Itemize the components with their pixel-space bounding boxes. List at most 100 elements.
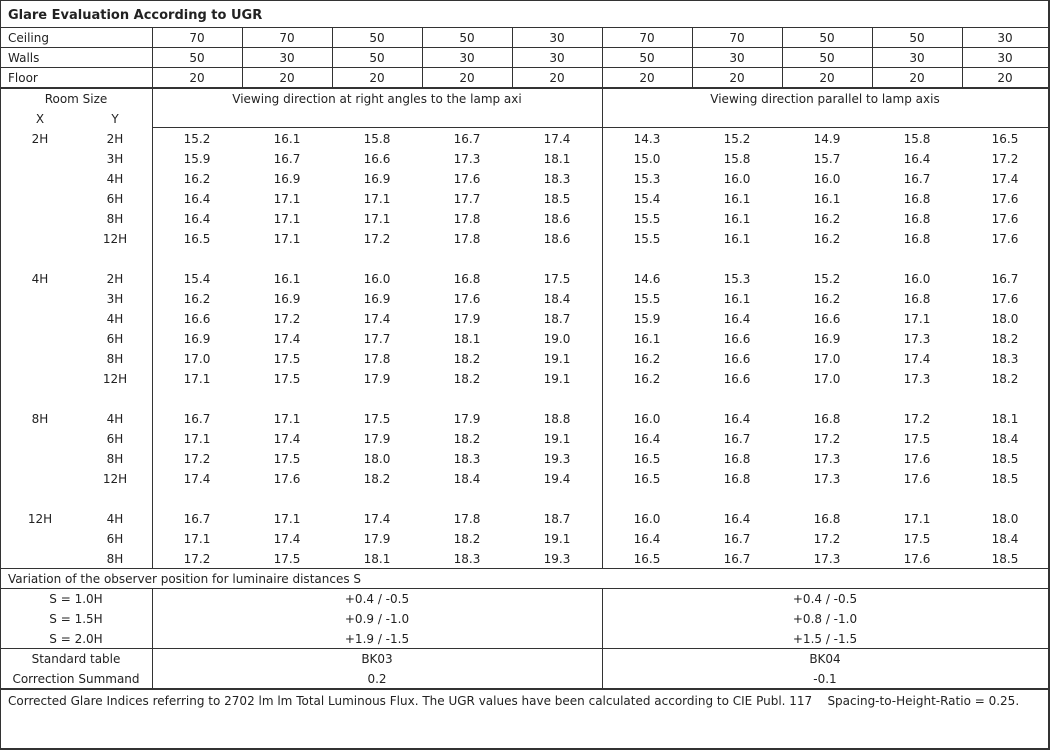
ugr-value: 16.0 [903, 272, 931, 286]
table-title: Glare Evaluation According to UGR [8, 8, 263, 23]
ugr-value: 16.0 [363, 272, 391, 286]
variation-value: +1.9 / -1.5 [344, 632, 410, 646]
ugr-value: 17.4 [273, 332, 301, 346]
ugr-value: 16.7 [723, 552, 751, 566]
ugr-value: 16.2 [183, 172, 211, 186]
ugr-value: 17.4 [273, 532, 301, 546]
ugr-value: 17.1 [363, 212, 391, 226]
ugr-value: 16.6 [363, 152, 391, 166]
room-x: 8H [31, 412, 49, 426]
ugr-value: 17.3 [813, 452, 841, 466]
room-y: 3H [106, 152, 124, 166]
correction-value: -0.1 [813, 672, 837, 686]
rule [0, 568, 1050, 569]
ugr-value: 17.3 [813, 472, 841, 486]
ugr-value: 16.9 [363, 172, 391, 186]
room-y: 4H [106, 412, 124, 426]
ugr-value: 17.2 [903, 412, 931, 426]
ugr-value: 15.0 [633, 152, 661, 166]
ugr-value: 14.3 [633, 132, 661, 146]
ugr-value: 17.1 [273, 192, 301, 206]
ugr-value: 17.6 [903, 452, 931, 466]
ugr-value: 16.4 [183, 212, 211, 226]
reflectance-value: 70 [639, 31, 655, 45]
room-y: 6H [106, 192, 124, 206]
ugr-value: 18.2 [453, 532, 481, 546]
ugr-value: 17.9 [363, 432, 391, 446]
ugr-value: 15.8 [903, 132, 931, 146]
ugr-value: 17.1 [903, 312, 931, 326]
reflectance-value: 20 [189, 71, 205, 85]
ugr-value: 16.2 [813, 212, 841, 226]
ugr-value: 18.3 [543, 172, 571, 186]
ugr-value: 16.4 [633, 532, 661, 546]
ugr-value: 16.4 [633, 432, 661, 446]
room-y: 2H [106, 272, 124, 286]
ugr-value: 17.6 [991, 192, 1019, 206]
ugr-value: 18.5 [543, 192, 571, 206]
ugr-value: 18.5 [991, 552, 1019, 566]
ugr-value: 15.8 [363, 132, 391, 146]
variation-value: +1.5 / -1.5 [792, 632, 858, 646]
ugr-value: 17.6 [903, 552, 931, 566]
ugr-value: 17.6 [453, 172, 481, 186]
ugr-value: 19.1 [543, 432, 571, 446]
x-header: X [35, 112, 45, 126]
ugr-value: 18.2 [453, 432, 481, 446]
ugr-value: 15.5 [633, 212, 661, 226]
room-y: 3H [106, 292, 124, 306]
ugr-value: 17.7 [363, 332, 391, 346]
ugr-value: 16.7 [453, 132, 481, 146]
standard-table-value: BK04 [809, 652, 841, 666]
ugr-value: 16.8 [903, 292, 931, 306]
room-y: 12H [102, 232, 128, 246]
ugr-value: 18.5 [991, 472, 1019, 486]
ugr-value: 19.3 [543, 452, 571, 466]
ugr-value: 16.6 [723, 352, 751, 366]
direction-header: Viewing direction parallel to lamp axis [710, 92, 940, 106]
ugr-value: 16.0 [633, 412, 661, 426]
variation-title: Variation of the observer position for l… [8, 572, 362, 586]
ugr-value: 17.0 [183, 352, 211, 366]
ugr-value: 19.4 [543, 472, 571, 486]
rule [0, 27, 1050, 28]
ugr-value: 15.5 [633, 292, 661, 306]
rule [782, 28, 783, 88]
ugr-value: 15.9 [183, 152, 211, 166]
standard-table-label: Standard table [31, 652, 121, 666]
ugr-value: 18.5 [991, 452, 1019, 466]
reflectance-value: 30 [549, 31, 565, 45]
ugr-value: 18.7 [543, 312, 571, 326]
ugr-value: 17.5 [273, 552, 301, 566]
ugr-value: 16.1 [723, 292, 751, 306]
rule [152, 589, 153, 689]
rule [0, 688, 1050, 690]
y-header: Y [111, 112, 119, 126]
reflectance-label: Floor [8, 71, 38, 85]
rule [602, 88, 603, 569]
ugr-value: 17.5 [903, 432, 931, 446]
reflectance-value: 30 [279, 51, 295, 65]
ugr-value: 16.6 [723, 332, 751, 346]
ugr-value: 16.2 [183, 292, 211, 306]
rule [152, 127, 1048, 128]
direction-header: Viewing direction at right angles to the… [232, 92, 522, 106]
ugr-value: 15.2 [723, 132, 751, 146]
room-y: 8H [106, 352, 124, 366]
ugr-value: 18.3 [453, 552, 481, 566]
ugr-value: 17.6 [991, 212, 1019, 226]
ugr-value: 17.2 [991, 152, 1019, 166]
ugr-value: 15.2 [183, 132, 211, 146]
rule [602, 28, 603, 88]
ugr-value: 17.2 [813, 532, 841, 546]
ugr-value: 17.4 [903, 352, 931, 366]
ugr-value: 14.9 [813, 132, 841, 146]
ugr-value: 16.9 [813, 332, 841, 346]
ugr-value: 16.1 [813, 192, 841, 206]
ugr-value: 18.4 [991, 432, 1019, 446]
ugr-value: 18.3 [991, 352, 1019, 366]
rule [152, 88, 153, 569]
variation-label: S = 1.5H [49, 612, 103, 626]
ugr-value: 18.0 [991, 512, 1019, 526]
